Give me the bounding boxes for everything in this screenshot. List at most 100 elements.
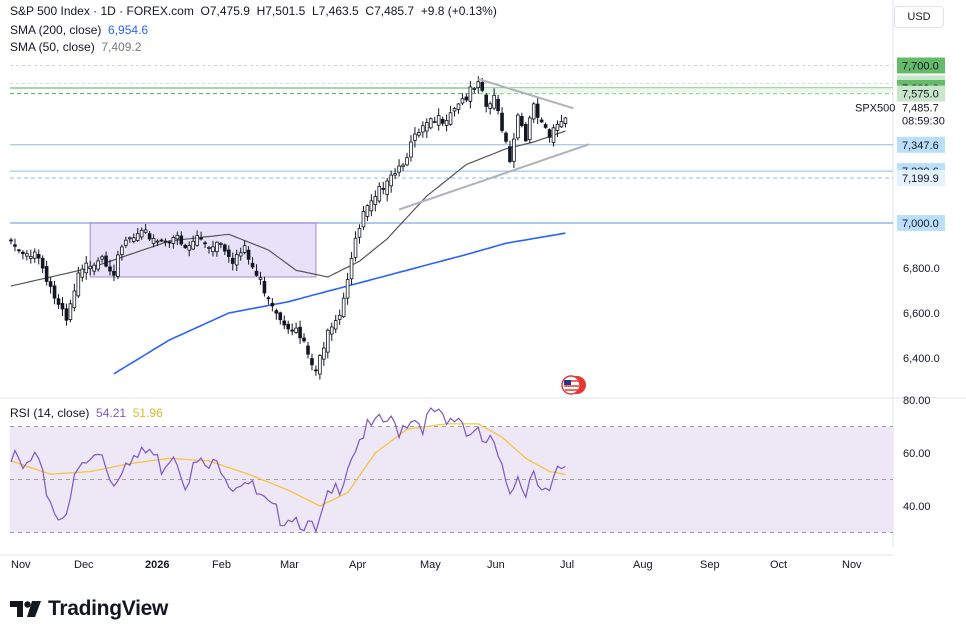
candles-layer[interactable] bbox=[9, 76, 568, 380]
candle[interactable] bbox=[56, 294, 61, 309]
candle[interactable] bbox=[401, 162, 405, 171]
trendline[interactable] bbox=[398, 143, 590, 211]
candle[interactable] bbox=[504, 131, 508, 144]
candle[interactable] bbox=[539, 117, 544, 123]
candle[interactable] bbox=[116, 250, 120, 280]
candle[interactable] bbox=[131, 233, 136, 244]
candle[interactable] bbox=[191, 235, 195, 251]
candle[interactable] bbox=[428, 117, 433, 130]
candle[interactable] bbox=[234, 249, 239, 271]
candle[interactable] bbox=[349, 252, 354, 285]
candle[interactable] bbox=[40, 255, 45, 274]
candle[interactable] bbox=[520, 112, 524, 128]
candle[interactable] bbox=[60, 297, 65, 317]
candle[interactable] bbox=[468, 81, 473, 109]
price-level-tag[interactable] bbox=[897, 136, 945, 153]
candle[interactable] bbox=[68, 299, 73, 323]
candle[interactable] bbox=[127, 236, 132, 243]
candle[interactable] bbox=[9, 237, 13, 245]
candle[interactable] bbox=[563, 116, 568, 128]
candle[interactable] bbox=[361, 206, 366, 230]
candle[interactable] bbox=[219, 241, 223, 249]
range-box[interactable] bbox=[89, 222, 317, 278]
candle[interactable] bbox=[175, 231, 180, 245]
candle[interactable] bbox=[409, 135, 413, 162]
candle[interactable] bbox=[496, 94, 500, 115]
candle[interactable] bbox=[96, 257, 100, 272]
candle[interactable] bbox=[405, 152, 409, 167]
candle[interactable] bbox=[104, 251, 108, 268]
candle[interactable] bbox=[527, 115, 532, 143]
candle[interactable] bbox=[25, 250, 29, 261]
rsi-line[interactable] bbox=[10, 407, 566, 534]
candle[interactable] bbox=[413, 127, 417, 148]
candle[interactable] bbox=[310, 353, 314, 371]
candle[interactable] bbox=[100, 254, 104, 263]
candle[interactable] bbox=[302, 333, 306, 343]
candle[interactable] bbox=[369, 194, 374, 217]
candle[interactable] bbox=[155, 239, 160, 246]
candle[interactable] bbox=[199, 231, 203, 241]
candle[interactable] bbox=[17, 248, 21, 254]
sma50-line[interactable] bbox=[10, 130, 566, 287]
candle[interactable] bbox=[48, 277, 53, 294]
price-pane[interactable] bbox=[10, 32, 893, 398]
candle[interactable] bbox=[333, 315, 338, 334]
candle[interactable] bbox=[28, 249, 33, 264]
candle[interactable] bbox=[389, 170, 393, 193]
trendline[interactable] bbox=[477, 78, 574, 110]
candle[interactable] bbox=[167, 240, 172, 248]
candle[interactable] bbox=[88, 260, 93, 276]
candle[interactable] bbox=[147, 230, 152, 242]
candle[interactable] bbox=[163, 238, 168, 247]
event-flag[interactable] bbox=[561, 375, 586, 395]
rsi-legend[interactable]: RSI (14, close) 54.21 51.96 bbox=[10, 406, 163, 420]
candle[interactable] bbox=[84, 256, 89, 280]
rsi-ma-line[interactable] bbox=[10, 423, 566, 507]
candle[interactable] bbox=[373, 190, 378, 212]
candle[interactable] bbox=[464, 94, 469, 103]
candle[interactable] bbox=[135, 227, 140, 243]
candle[interactable] bbox=[226, 245, 231, 263]
candle[interactable] bbox=[159, 238, 164, 243]
candle[interactable] bbox=[341, 292, 346, 318]
candle[interactable] bbox=[171, 235, 176, 249]
candle[interactable] bbox=[452, 106, 457, 117]
candle[interactable] bbox=[377, 182, 382, 204]
candle[interactable] bbox=[183, 243, 188, 250]
candle[interactable] bbox=[215, 241, 219, 257]
candle[interactable] bbox=[306, 341, 310, 359]
candle[interactable] bbox=[460, 93, 465, 106]
candle[interactable] bbox=[512, 132, 516, 168]
candle[interactable] bbox=[139, 227, 144, 240]
candle[interactable] bbox=[381, 181, 386, 195]
candle[interactable] bbox=[278, 311, 283, 325]
candle[interactable] bbox=[223, 243, 227, 256]
candle[interactable] bbox=[417, 128, 421, 138]
candle[interactable] bbox=[397, 159, 401, 177]
candle[interactable] bbox=[559, 114, 564, 129]
candle[interactable] bbox=[337, 309, 342, 325]
candle[interactable] bbox=[44, 260, 49, 286]
candle[interactable] bbox=[242, 240, 247, 255]
candle[interactable] bbox=[270, 298, 275, 312]
sma200-legend[interactable]: SMA (200, close) 6,954.6 bbox=[10, 23, 148, 37]
candle[interactable] bbox=[290, 323, 294, 336]
candle[interactable] bbox=[21, 250, 25, 260]
candle[interactable] bbox=[151, 234, 156, 248]
price-level-tag[interactable] bbox=[897, 170, 945, 187]
candle[interactable] bbox=[143, 223, 148, 234]
candle[interactable] bbox=[448, 105, 453, 126]
candle[interactable] bbox=[432, 116, 437, 124]
candle[interactable] bbox=[535, 97, 540, 125]
candle[interactable] bbox=[524, 122, 528, 143]
candle[interactable] bbox=[484, 93, 488, 113]
candle[interactable] bbox=[488, 101, 492, 115]
candle[interactable] bbox=[436, 108, 441, 131]
candle[interactable] bbox=[357, 224, 362, 244]
candle[interactable] bbox=[456, 103, 461, 114]
candle[interactable] bbox=[179, 231, 184, 246]
candle[interactable] bbox=[318, 354, 322, 380]
candle[interactable] bbox=[444, 114, 449, 132]
